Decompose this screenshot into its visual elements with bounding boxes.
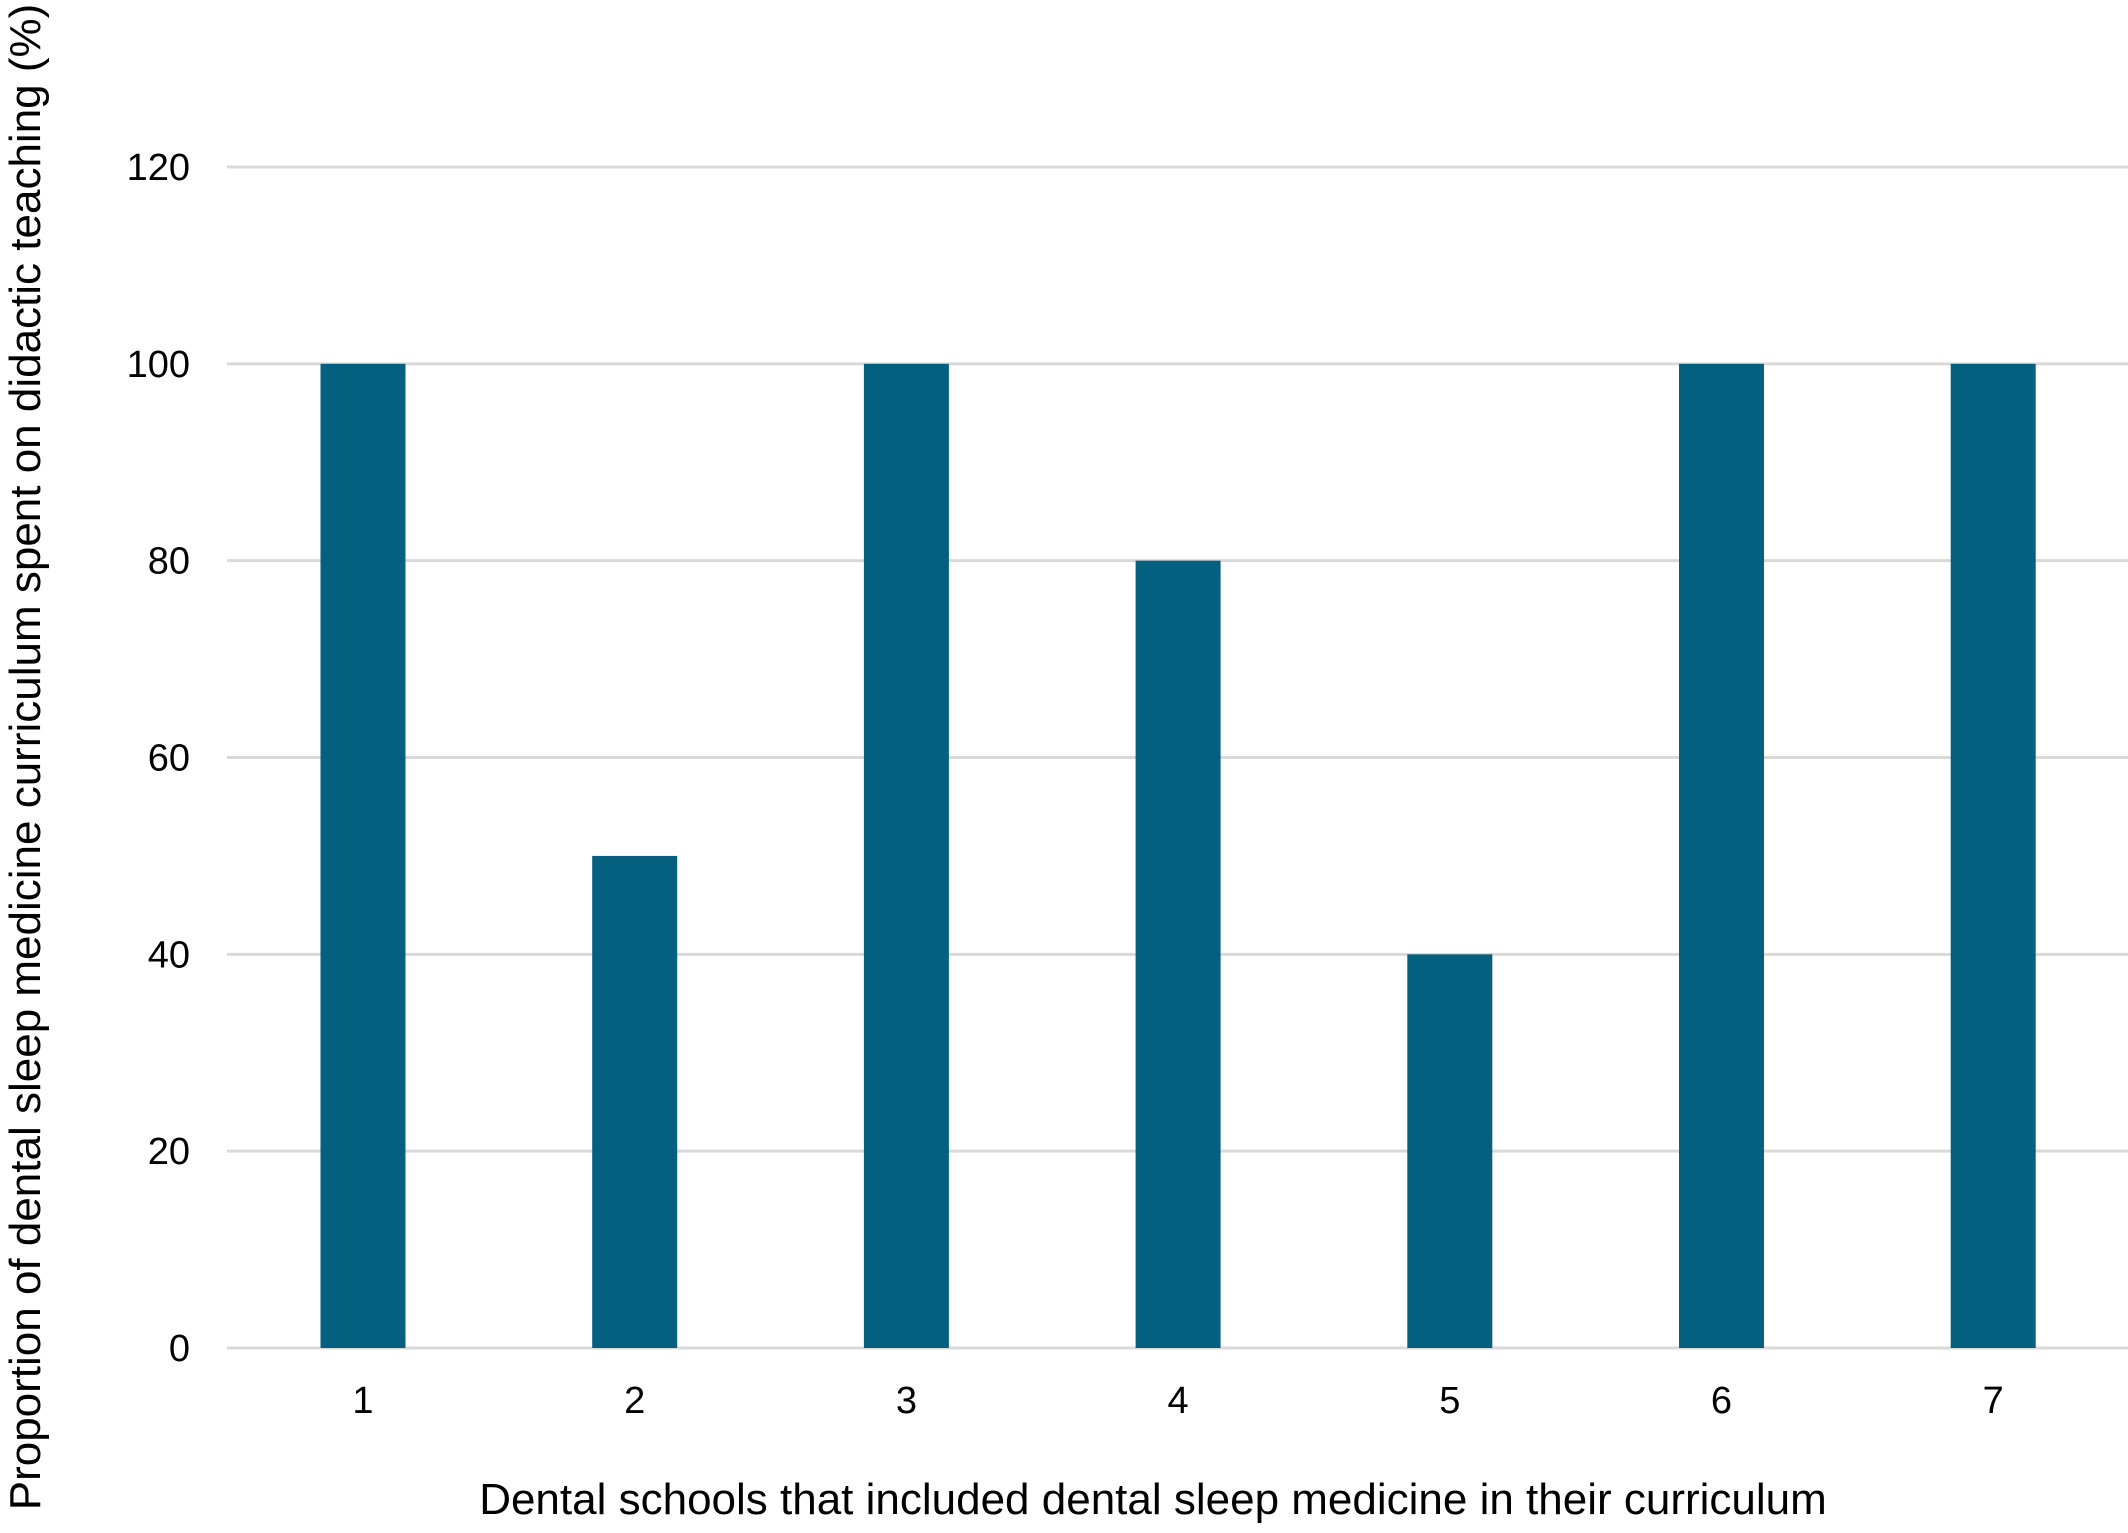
bar-2 <box>592 855 678 1348</box>
y-tick-label: 100 <box>127 344 190 386</box>
x-tick-label: 5 <box>1439 1380 1460 1422</box>
x-tick-label: 3 <box>896 1380 917 1422</box>
bars <box>320 363 2036 1348</box>
x-tick-label: 4 <box>1168 1380 1189 1422</box>
x-tick-label: 6 <box>1711 1380 1732 1422</box>
y-tick-label: 0 <box>169 1328 190 1370</box>
bar-6 <box>1679 363 1764 1348</box>
x-tick-label: 1 <box>352 1380 373 1422</box>
bar-4 <box>1135 560 1221 1348</box>
y-tick-label: 60 <box>148 738 190 780</box>
y-tick-label: 120 <box>127 147 190 189</box>
x-axis-ticks: 1 2 3 4 5 6 7 <box>352 1380 2003 1422</box>
y-tick-label: 80 <box>148 541 190 583</box>
bar-7 <box>1950 363 2036 1348</box>
x-tick-label: 7 <box>1983 1380 2004 1422</box>
bar-5 <box>1407 954 1493 1348</box>
x-tick-label: 2 <box>624 1380 645 1422</box>
x-axis-title: Dental schools that included dental slee… <box>479 1475 1827 1524</box>
bar-3 <box>863 363 949 1348</box>
bar-1 <box>320 363 406 1348</box>
y-tick-label: 20 <box>148 1131 190 1173</box>
y-tick-label: 40 <box>148 934 190 976</box>
y-axis-title: Proportion of dental sleep medicine curr… <box>1 4 50 1511</box>
y-axis-ticks: 0 20 40 60 80 100 120 <box>127 147 190 1370</box>
